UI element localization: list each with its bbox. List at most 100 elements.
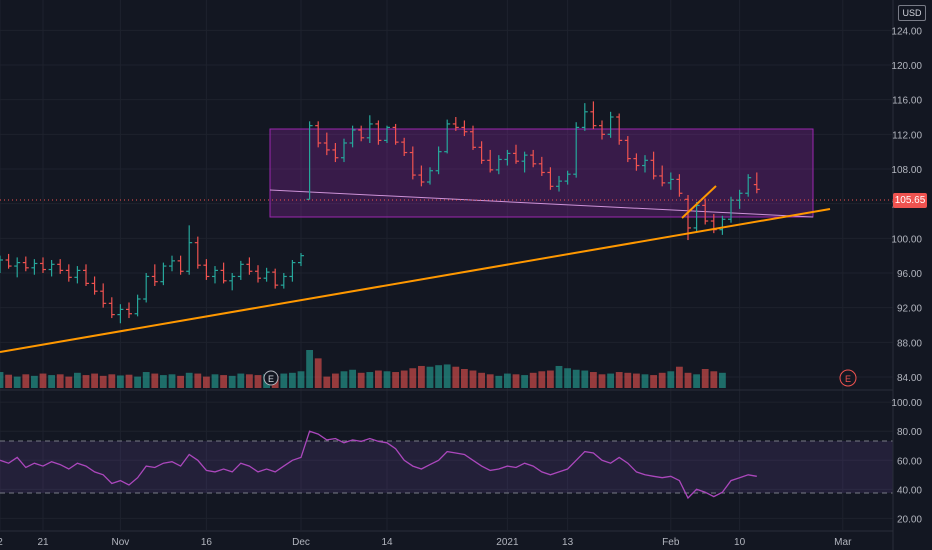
volume-bar bbox=[31, 375, 38, 388]
time-tick-label: 13 bbox=[562, 537, 574, 548]
candle bbox=[246, 257, 253, 275]
earnings-marker-future[interactable]: E bbox=[839, 369, 857, 387]
volume-bar bbox=[529, 372, 537, 388]
candle bbox=[401, 137, 408, 156]
volume-bar bbox=[237, 373, 245, 388]
rsi-band-fill bbox=[0, 441, 893, 493]
volume-bar bbox=[297, 371, 305, 388]
price-tick-label: 92.00 bbox=[897, 304, 922, 315]
volume-bar bbox=[719, 372, 726, 388]
volume-bar bbox=[650, 375, 657, 388]
channel-bottom-line[interactable] bbox=[269, 189, 814, 218]
time-tick-label: Nov bbox=[112, 537, 130, 548]
candle bbox=[91, 276, 98, 295]
candle bbox=[487, 149, 494, 173]
candle bbox=[272, 268, 279, 289]
volume-bar bbox=[254, 375, 262, 388]
candle bbox=[237, 260, 244, 280]
candle bbox=[624, 136, 631, 163]
candle bbox=[736, 189, 743, 209]
candle bbox=[452, 117, 459, 131]
time-tick-label: 2 bbox=[0, 537, 3, 548]
earnings-marker[interactable]: E bbox=[263, 370, 279, 386]
volume-bar bbox=[142, 372, 150, 388]
trendline-short[interactable] bbox=[681, 185, 717, 219]
rsi-axis[interactable]: 20.00 40.00 60.00 80.00 100.00 bbox=[891, 398, 922, 525]
volume-bar bbox=[0, 372, 4, 388]
candle bbox=[298, 253, 304, 267]
candle bbox=[83, 264, 89, 286]
volume-bar bbox=[246, 374, 253, 388]
candle bbox=[315, 121, 322, 148]
trendline-support[interactable] bbox=[0, 208, 831, 353]
price-tick-label: 116.00 bbox=[892, 96, 922, 107]
time-axis[interactable]: 2 21 Nov 16 Dec 14 2021 13 Feb 10 Mar bbox=[0, 537, 852, 548]
candle bbox=[607, 111, 614, 138]
svg-text:E: E bbox=[845, 374, 851, 384]
volume-bar bbox=[375, 370, 382, 388]
volume-bar bbox=[160, 375, 167, 388]
candle bbox=[435, 146, 442, 175]
volume-bar bbox=[392, 372, 399, 388]
rsi-tick-label: 80.00 bbox=[897, 427, 922, 438]
volume-bar bbox=[185, 372, 193, 388]
volume-bar bbox=[461, 369, 468, 388]
candle bbox=[255, 265, 261, 283]
candle bbox=[229, 273, 236, 291]
last-price-badge: 105.65 bbox=[893, 193, 927, 208]
volume-bar bbox=[452, 366, 460, 388]
volume-bar bbox=[590, 372, 597, 388]
price-tick-label: 112.00 bbox=[892, 130, 922, 141]
currency-badge[interactable]: USD bbox=[898, 5, 926, 21]
volume-bar bbox=[211, 374, 219, 388]
candle bbox=[667, 172, 674, 190]
candle bbox=[332, 143, 339, 163]
volume-bar bbox=[478, 372, 485, 388]
candle bbox=[0, 255, 3, 273]
candle bbox=[375, 120, 382, 145]
time-tick-label: Dec bbox=[292, 537, 310, 548]
price-tick-label: 108.00 bbox=[891, 165, 922, 176]
candle bbox=[659, 165, 666, 187]
candle bbox=[392, 123, 399, 145]
volume-bar bbox=[607, 373, 614, 388]
candle bbox=[616, 113, 623, 145]
volume-bar bbox=[151, 373, 159, 388]
volume-bar bbox=[710, 371, 718, 388]
volume-bar bbox=[572, 369, 580, 388]
candle bbox=[366, 115, 373, 143]
rsi-line bbox=[0, 430, 757, 500]
volume-bar bbox=[117, 375, 124, 388]
volume-bar bbox=[598, 374, 606, 388]
price-axis[interactable]: 84.0088.0092.0096.00100.00104.00108.0011… bbox=[891, 26, 922, 384]
candle bbox=[143, 273, 150, 303]
volume-bar bbox=[676, 366, 683, 388]
volume-bars bbox=[0, 350, 726, 388]
volume-bar bbox=[82, 375, 90, 388]
candle bbox=[547, 167, 554, 190]
price-tick-label: 96.00 bbox=[897, 269, 922, 280]
rsi-tick-label: 20.00 bbox=[897, 514, 922, 525]
volume-bar bbox=[56, 374, 64, 388]
volume-bar bbox=[538, 371, 546, 388]
candle bbox=[306, 121, 313, 200]
candle bbox=[169, 255, 175, 272]
volume-bar bbox=[495, 375, 503, 388]
candle bbox=[418, 165, 425, 187]
volume-bar bbox=[108, 374, 116, 388]
volume-bar bbox=[177, 375, 184, 388]
volume-bar bbox=[220, 375, 227, 388]
candle bbox=[556, 175, 562, 192]
volume-bar bbox=[443, 364, 451, 388]
volume-bar bbox=[504, 373, 511, 388]
volume-bar bbox=[194, 373, 202, 388]
candle bbox=[573, 122, 580, 178]
volume-bar bbox=[340, 371, 348, 388]
volume-bar bbox=[134, 376, 141, 388]
volume-bar bbox=[91, 373, 98, 388]
grid-lines bbox=[0, 0, 893, 530]
candle bbox=[117, 304, 124, 324]
candle bbox=[702, 198, 709, 225]
volume-bar bbox=[693, 374, 700, 388]
